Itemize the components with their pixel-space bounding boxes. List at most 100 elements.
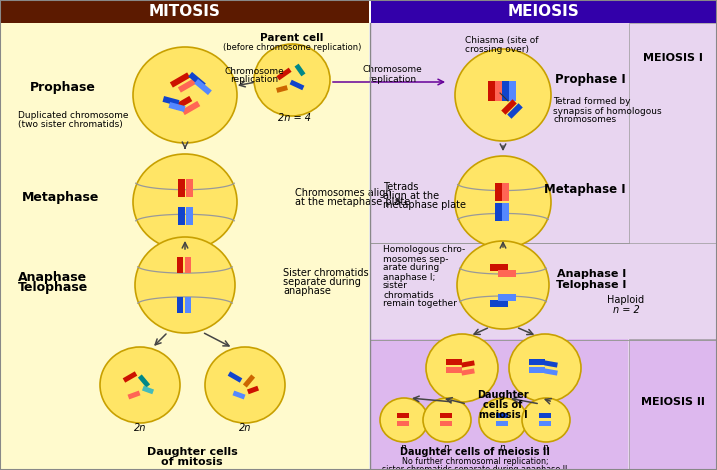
Text: sister chromatids separate during anaphase II: sister chromatids separate during anapha… [382, 464, 568, 470]
Polygon shape [544, 360, 558, 368]
Text: replication: replication [368, 75, 416, 84]
Polygon shape [529, 359, 545, 365]
Polygon shape [178, 78, 198, 93]
Ellipse shape [455, 49, 551, 141]
Text: Prophase I: Prophase I [555, 73, 626, 86]
Text: of mitosis: of mitosis [161, 457, 223, 467]
Text: anaphase I;: anaphase I; [383, 273, 435, 282]
Text: Chromosome: Chromosome [224, 66, 284, 76]
Text: n: n [444, 444, 450, 453]
Text: Anaphase: Anaphase [18, 271, 87, 283]
Text: 2n: 2n [134, 423, 146, 433]
Text: anaphase: anaphase [283, 286, 331, 296]
Ellipse shape [426, 334, 498, 402]
Text: Homologous chro-: Homologous chro- [383, 245, 465, 254]
Polygon shape [440, 413, 452, 417]
Polygon shape [461, 368, 475, 376]
Polygon shape [194, 79, 212, 95]
Polygon shape [446, 367, 462, 373]
Polygon shape [397, 421, 409, 425]
Text: MEIOSIS II: MEIOSIS II [641, 397, 705, 407]
Polygon shape [490, 299, 508, 306]
Text: Telophase I: Telophase I [556, 280, 626, 290]
Text: mosomes sep-: mosomes sep- [383, 254, 449, 264]
Text: Chromosomes align: Chromosomes align [295, 188, 391, 198]
Text: Metaphase: Metaphase [22, 191, 100, 204]
Polygon shape [247, 386, 259, 394]
Text: Tetrads: Tetrads [383, 182, 419, 192]
Bar [371, 1, 716, 469]
Polygon shape [185, 257, 191, 273]
Text: at the metaphase plate: at the metaphase plate [295, 197, 410, 207]
Polygon shape [508, 81, 516, 101]
Text: MEIOSIS: MEIOSIS [508, 5, 579, 19]
Polygon shape [177, 257, 183, 273]
Polygon shape [185, 297, 191, 313]
Text: align at the: align at the [383, 191, 439, 201]
Polygon shape [544, 368, 558, 376]
Ellipse shape [522, 398, 570, 442]
Polygon shape [507, 103, 523, 119]
Text: Haploid: Haploid [607, 295, 645, 305]
Ellipse shape [100, 347, 180, 423]
Text: n: n [543, 444, 549, 453]
Polygon shape [243, 375, 255, 388]
Text: Metaphase I: Metaphase I [544, 183, 626, 196]
Polygon shape [490, 264, 508, 271]
Bar [371, 339, 628, 469]
Polygon shape [539, 413, 551, 417]
Polygon shape [501, 81, 508, 101]
Ellipse shape [509, 334, 581, 402]
Text: sister: sister [383, 282, 408, 290]
Polygon shape [163, 96, 179, 106]
Text: synapsis of homologous: synapsis of homologous [553, 107, 662, 116]
Polygon shape [488, 81, 495, 101]
Text: Parent cell: Parent cell [260, 33, 323, 43]
Text: No further chromosomal replication;: No further chromosomal replication; [402, 457, 549, 467]
Polygon shape [177, 297, 183, 313]
Bar [371, 1, 716, 23]
Polygon shape [539, 421, 551, 425]
Polygon shape [178, 207, 184, 225]
Bar [1, 1, 369, 469]
Text: Daughter cells of meiosis II: Daughter cells of meiosis II [400, 447, 550, 457]
Text: MITOSIS: MITOSIS [149, 5, 221, 19]
Text: Sister chromatids: Sister chromatids [283, 268, 369, 278]
Polygon shape [495, 81, 501, 101]
Text: Chromosome: Chromosome [362, 65, 422, 75]
Text: Anaphase I: Anaphase I [556, 269, 626, 279]
Ellipse shape [380, 398, 428, 442]
Polygon shape [496, 413, 508, 417]
Polygon shape [440, 421, 452, 425]
Polygon shape [397, 413, 409, 417]
Bar [629, 23, 716, 243]
Text: separate during: separate during [283, 277, 361, 287]
Polygon shape [501, 183, 508, 201]
Text: (before chromosome replication): (before chromosome replication) [223, 44, 361, 53]
Polygon shape [501, 99, 517, 115]
Polygon shape [174, 96, 192, 110]
Polygon shape [495, 203, 501, 221]
Polygon shape [186, 179, 192, 197]
Text: crossing over): crossing over) [465, 45, 529, 54]
Text: Chiasma (site of: Chiasma (site of [465, 36, 538, 45]
Text: arate during: arate during [383, 264, 440, 273]
Polygon shape [277, 68, 292, 80]
Polygon shape [181, 101, 200, 115]
Polygon shape [178, 179, 184, 197]
Text: chromatids: chromatids [383, 290, 434, 299]
Ellipse shape [133, 154, 237, 250]
Polygon shape [295, 63, 305, 76]
Polygon shape [529, 367, 545, 373]
Polygon shape [446, 359, 462, 365]
Text: 2n = 4: 2n = 4 [278, 113, 311, 123]
Polygon shape [142, 386, 154, 394]
Polygon shape [168, 102, 186, 112]
Bar [1, 1, 369, 23]
Ellipse shape [254, 44, 330, 116]
Polygon shape [170, 72, 190, 87]
Ellipse shape [205, 347, 285, 423]
Text: Tetrad formed by: Tetrad formed by [553, 97, 630, 107]
Text: chromosomes: chromosomes [553, 116, 616, 125]
Text: n = 2: n = 2 [612, 305, 640, 315]
